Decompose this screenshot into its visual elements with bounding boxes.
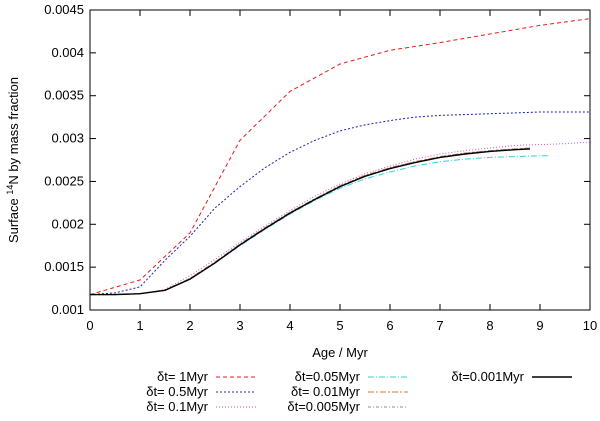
y-tick-label: 0.0045 <box>44 2 84 17</box>
y-axis-label-prefix: Surface <box>6 195 21 243</box>
y-tick-label: 0.0035 <box>44 88 84 103</box>
series-line-0 <box>89 18 591 296</box>
x-tick-label: 7 <box>436 318 443 333</box>
legend-label: δt=0.001Myr <box>451 369 524 384</box>
y-tick-label: 0.004 <box>51 45 84 60</box>
legend-label: δt= 0.1Myr <box>146 399 208 414</box>
y-axis-label-suffix: N by mass fraction <box>6 77 21 185</box>
legend-label: δt=0.05Myr <box>295 369 361 384</box>
x-tick-label: 1 <box>136 318 143 333</box>
x-axis-ticks: 0 1 2 3 4 5 6 7 8 9 10 <box>86 10 597 333</box>
series-line-5 <box>90 147 531 296</box>
series-line-2 <box>90 141 591 296</box>
x-tick-label: 4 <box>286 318 293 333</box>
y-axis-label: Surface 14N by mass fraction <box>5 77 21 243</box>
y-axis-label-superscript: 14 <box>5 185 15 195</box>
x-tick-label: 5 <box>336 318 343 333</box>
x-tick-label: 2 <box>186 318 193 333</box>
legend-label: δt= 0.01Myr <box>291 384 361 399</box>
y-tick-label: 0.0015 <box>44 259 84 274</box>
x-tick-label: 10 <box>583 318 597 333</box>
y-tick-label: 0.001 <box>51 302 84 317</box>
x-axis-label: Age / Myr <box>312 345 368 360</box>
series-line-6 <box>90 148 531 296</box>
x-tick-label: 9 <box>536 318 543 333</box>
series-lines <box>89 18 591 296</box>
legend-label: δt=0.005Myr <box>287 399 360 414</box>
y-tick-label: 0.002 <box>51 216 84 231</box>
x-tick-label: 6 <box>386 318 393 333</box>
y-axis-ticks: 0.001 0.0015 0.002 0.0025 0.003 0.0035 0.004 0.… <box>44 2 590 317</box>
x-tick-label: 3 <box>236 318 243 333</box>
x-tick-label: 0 <box>86 318 93 333</box>
y-tick-label: 0.0025 <box>44 173 84 188</box>
y-tick-label: 0.003 <box>51 131 84 146</box>
x-tick-label: 8 <box>486 318 493 333</box>
plot-area <box>89 9 591 311</box>
legend-label: δt= 1Myr <box>157 369 209 384</box>
legend-label: δt= 0.5Myr <box>146 384 208 399</box>
